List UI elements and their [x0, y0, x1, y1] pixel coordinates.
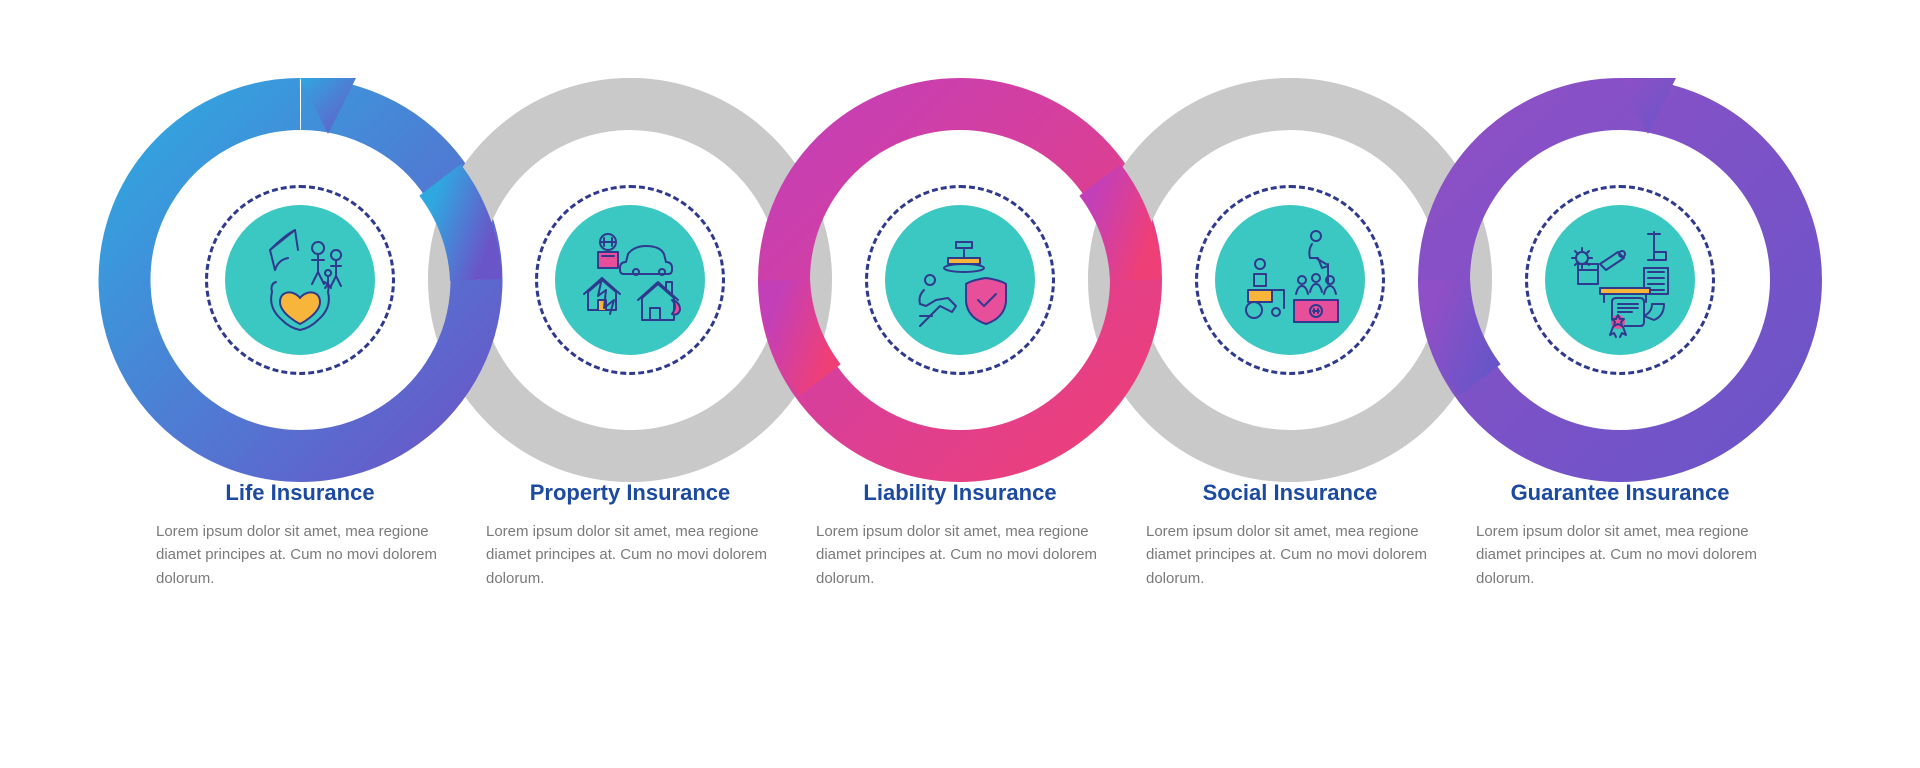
step-3-text: Liability Insurance Lorem ipsum dolor si… [810, 480, 1110, 590]
social-icon [1215, 205, 1365, 355]
step-body: Lorem ipsum dolor sit amet, mea regione … [1146, 520, 1434, 590]
property-icon [555, 205, 705, 355]
liability-icon [885, 205, 1035, 355]
step-title: Life Insurance [156, 480, 444, 506]
step-body: Lorem ipsum dolor sit amet, mea regione … [816, 520, 1104, 590]
infographic-stage: Life Insurance Lorem ipsum dolor sit ame… [0, 0, 1920, 768]
step-body: Lorem ipsum dolor sit amet, mea regione … [156, 520, 444, 590]
step-title: Social Insurance [1146, 480, 1434, 506]
step-2 [480, 130, 780, 430]
step-title: Liability Insurance [816, 480, 1104, 506]
step-5-text: Guarantee Insurance Lorem ipsum dolor si… [1470, 480, 1770, 590]
step-title: Guarantee Insurance [1476, 480, 1764, 506]
step-3 [810, 130, 1110, 430]
life-icon [225, 205, 375, 355]
guarantee-icon [1545, 205, 1695, 355]
step-4-text: Social Insurance Lorem ipsum dolor sit a… [1140, 480, 1440, 590]
step-5 [1470, 130, 1770, 430]
step-2-text: Property Insurance Lorem ipsum dolor sit… [480, 480, 780, 590]
step-1 [150, 130, 450, 430]
step-body: Lorem ipsum dolor sit amet, mea regione … [1476, 520, 1764, 590]
step-4 [1140, 130, 1440, 430]
step-1-text: Life Insurance Lorem ipsum dolor sit ame… [150, 480, 450, 590]
step-body: Lorem ipsum dolor sit amet, mea regione … [486, 520, 774, 590]
step-title: Property Insurance [486, 480, 774, 506]
